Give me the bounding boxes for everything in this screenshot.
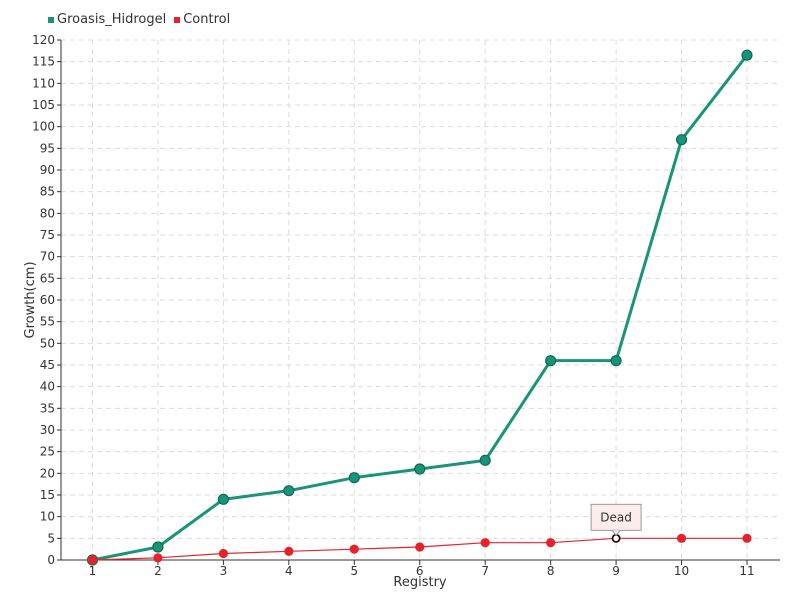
legend-swatch-groasis: [48, 16, 54, 23]
legend-swatch-control: [174, 16, 181, 23]
y-tick-label: 55: [40, 315, 55, 329]
legend-label-control: Control: [183, 12, 231, 27]
y-tick-label: 115: [32, 55, 55, 69]
data-point-groasis: [741, 49, 753, 61]
data-point-groasis: [217, 493, 229, 505]
y-tick-label: 75: [40, 228, 55, 242]
data-point-groasis: [610, 355, 622, 367]
y-axis-title: Growth(cm): [23, 261, 38, 338]
data-point-control: [742, 533, 752, 543]
data-point-control: [480, 538, 490, 548]
y-tick-labels: 0 5 10 15 20 25 30 35 40 45 50 55 60 65 70 75 80 85 90 95 10…: [32, 33, 55, 567]
y-tick-label: 5: [47, 531, 55, 545]
data-point-control: [676, 533, 687, 543]
x-tick-label: 2: [154, 564, 162, 578]
x-tick-label: 4: [285, 564, 293, 578]
x-tick-label: 8: [547, 564, 555, 578]
y-tick-label: 0: [47, 553, 55, 567]
y-tick-label: 10: [40, 510, 55, 524]
x-tick-label: 7: [481, 564, 489, 578]
data-point-control: [218, 548, 228, 559]
y-tick-label: 90: [40, 163, 55, 177]
y-tick-label: 80: [40, 206, 55, 220]
y-tick-label: 20: [40, 466, 55, 480]
data-point-control: [87, 555, 98, 565]
data-point-groasis: [479, 454, 491, 466]
annotations: Dead: [590, 503, 642, 543]
annotation-label: Dead: [600, 510, 632, 524]
series: [86, 49, 753, 566]
x-tick-label: 11: [739, 564, 754, 578]
y-tick-label: 40: [40, 380, 55, 394]
legend-item-control[interactable]: Control: [174, 12, 230, 27]
annotation-pointer: [611, 530, 621, 537]
y-tick-label: 15: [40, 488, 55, 502]
y-tick-label: 120: [32, 33, 55, 47]
y-tick-label: 105: [32, 98, 55, 112]
data-point-groasis: [283, 485, 295, 497]
grid: [61, 39, 780, 560]
legend: Groasis_Hidrogel Control: [48, 12, 230, 27]
x-tick-label: 6: [416, 564, 424, 578]
x-tick-labels: 1 2 3 4 5 6 7 8 9 10 11: [89, 564, 755, 578]
x-tick-label: 5: [350, 564, 358, 578]
data-point-groasis: [675, 134, 688, 146]
data-point-groasis: [414, 463, 426, 475]
y-tick-label: 65: [40, 271, 55, 285]
y-tick-label: 25: [40, 445, 55, 459]
data-point-control: [415, 542, 425, 552]
y-tick-label: 50: [40, 336, 55, 350]
legend-label-groasis: Groasis_Hidrogel: [57, 12, 167, 27]
legend-item-groasis[interactable]: Groasis_Hidrogel: [48, 12, 166, 27]
data-point-control: [546, 538, 556, 548]
data-point-control: [153, 553, 163, 563]
x-axis-title: Registry: [393, 575, 447, 590]
axes: [57, 39, 780, 565]
x-tick-label: 9: [612, 564, 620, 578]
data-point-groasis: [152, 541, 164, 553]
x-tick-label: 1: [89, 564, 97, 578]
data-point-control: [284, 546, 294, 556]
y-tick-label: 60: [40, 293, 55, 307]
y-tick-label: 35: [40, 401, 55, 415]
annotation-box: [590, 503, 642, 531]
data-point-groasis: [545, 355, 557, 367]
y-tick-label: 95: [40, 141, 55, 155]
y-tick-label: 70: [40, 250, 55, 264]
y-tick-label: 45: [40, 358, 55, 372]
y-tick-label: 100: [32, 120, 55, 134]
y-tick-label: 110: [32, 76, 55, 90]
y-tick-label: 85: [40, 185, 55, 199]
data-point-groasis: [348, 472, 360, 484]
x-tick-label: 10: [674, 564, 689, 578]
data-point-control: [349, 544, 359, 554]
x-tick-label: 3: [220, 564, 228, 578]
y-tick-label: 30: [40, 423, 55, 437]
